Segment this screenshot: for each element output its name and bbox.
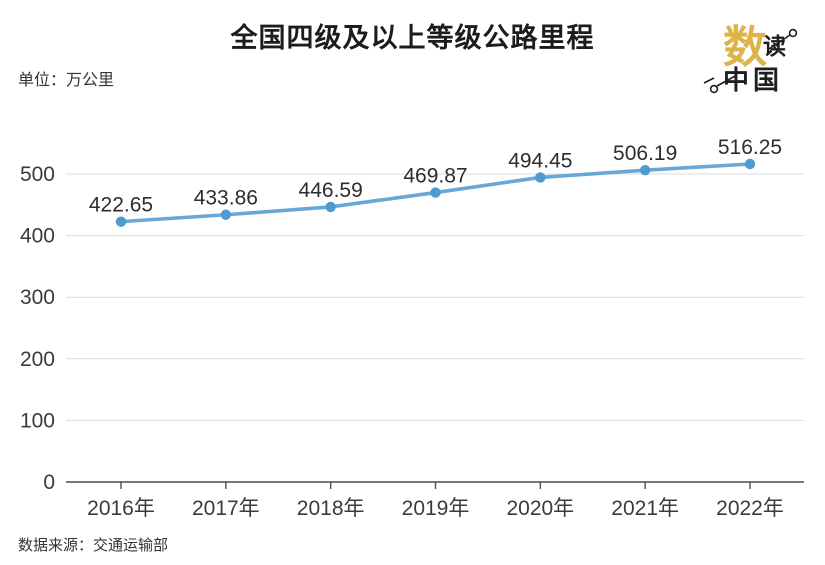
y-axis-tick-label: 400	[20, 225, 55, 248]
data-point-marker	[115, 216, 127, 227]
x-axis-tick-label: 2019年	[402, 497, 470, 520]
y-axis-tick-label: 500	[20, 163, 55, 186]
x-axis-tick-label: 2020年	[506, 497, 574, 520]
data-point-marker	[430, 187, 441, 198]
unit-label: 单位：万公里	[18, 72, 115, 89]
logo-connector-line	[768, 34, 791, 50]
y-axis-tick-label: 100	[20, 409, 55, 432]
data-point-label: 506.19	[613, 142, 677, 165]
x-axis-tick-label: 2016年	[87, 497, 155, 520]
x-axis-tick-label: 2022年	[716, 497, 784, 520]
logo-main-char: 数	[723, 22, 767, 73]
logo-node-circle	[788, 28, 798, 38]
x-axis-tick-label: 2021年	[611, 497, 679, 520]
data-point-label: 494.45	[508, 149, 572, 172]
y-axis-tick-label: 200	[20, 348, 55, 371]
logo-node-circle	[709, 84, 719, 94]
data-point-label: 446.59	[299, 179, 363, 202]
data-point-marker	[220, 209, 232, 220]
data-point-label: 422.65	[89, 194, 153, 217]
data-point-label: 433.86	[194, 187, 258, 210]
data-source: 数据来源：交通运输部	[18, 537, 169, 554]
chart-title: 全国四级及以上等级公路里程	[230, 23, 595, 53]
brand-logo-graphic: 数 读 中国	[703, 22, 798, 96]
data-point-marker	[744, 158, 756, 170]
logo-connector-line	[716, 74, 738, 87]
logo-bottom-text: 中国	[723, 66, 783, 96]
data-point-label: 469.87	[403, 165, 467, 188]
logo-sub-char: 读	[763, 33, 786, 60]
data-point-marker	[535, 172, 546, 183]
y-axis-tick-label: 300	[20, 286, 55, 309]
x-axis-tick-label: 2018年	[297, 497, 365, 520]
brand-logo: 数 读 中国	[703, 8, 815, 104]
y-axis-tick-label: 0	[43, 471, 55, 494]
x-axis-tick-label: 2017年	[192, 497, 260, 520]
data-point-marker	[325, 201, 336, 213]
data-point-marker	[639, 164, 651, 176]
data-point-label: 516.25	[718, 136, 782, 159]
logo-connector-dash	[703, 77, 715, 84]
